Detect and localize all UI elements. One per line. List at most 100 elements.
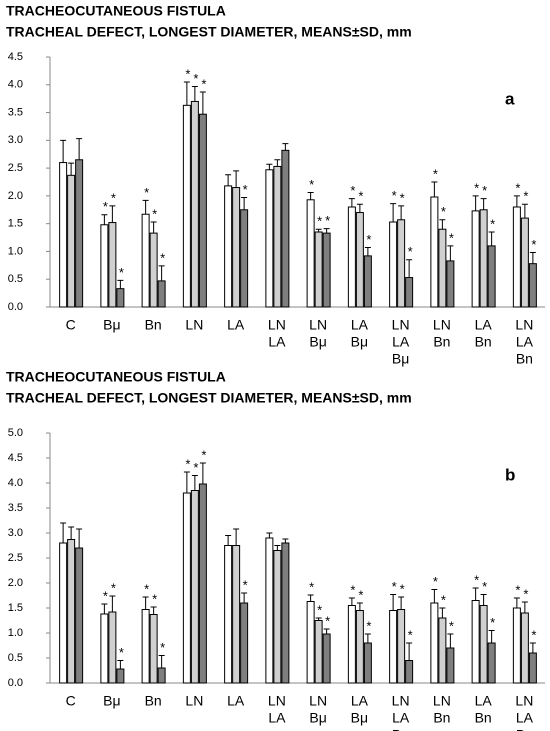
significance-star: *: [366, 232, 371, 247]
bar: [182, 492, 191, 684]
error-bar: [447, 633, 454, 648]
bar: [273, 550, 282, 684]
error-bar: [356, 602, 363, 611]
x-tick-label: LA: [392, 334, 410, 350]
error-bar: [142, 199, 149, 215]
significance-star: *: [449, 618, 454, 633]
significance-star: *: [392, 188, 397, 203]
bar: [438, 617, 447, 684]
x-tick-label: Bμ: [392, 351, 409, 367]
error-bar: [233, 528, 240, 546]
chart-title: TRACHEOCUTANEOUS FISTULA: [6, 369, 226, 385]
significance-star: *: [482, 183, 487, 198]
significance-star: *: [523, 189, 528, 204]
significance-star: *: [408, 244, 413, 259]
x-tick-label: Bn: [475, 334, 492, 350]
significance-star: *: [325, 213, 330, 228]
x-tick-label: LN: [309, 693, 327, 709]
bar: [190, 490, 199, 684]
error-bar: [390, 594, 397, 611]
bar: [520, 612, 529, 684]
error-bar: [315, 228, 322, 232]
x-tick-label: LN: [309, 317, 327, 333]
y-tick-label: 4.5: [8, 51, 23, 63]
bar: [232, 545, 241, 684]
y-tick-label: 3.0: [8, 134, 23, 146]
significance-star: *: [482, 579, 487, 594]
x-tick-label: LA: [516, 334, 534, 350]
significance-star: *: [325, 613, 330, 628]
bar: [347, 605, 356, 684]
bar: [355, 610, 364, 684]
y-tick-label: 2.5: [8, 552, 23, 564]
error-bar: [233, 170, 240, 188]
bar: [149, 614, 158, 684]
x-tick-label: LA: [516, 710, 534, 726]
error-bar: [142, 596, 149, 610]
error-bar: [307, 192, 314, 200]
error-bar: [472, 195, 479, 211]
bar: [471, 600, 480, 684]
error-bar: [390, 203, 397, 222]
bar: [363, 255, 372, 308]
error-bar: [513, 195, 520, 207]
error-bar: [282, 143, 289, 151]
x-tick-label: C: [66, 693, 76, 709]
y-tick-label: 0.0: [8, 301, 23, 313]
error-bar: [199, 462, 206, 484]
x-tick-label: Bμ: [309, 710, 326, 726]
y-tick-label: 5.0: [8, 427, 23, 439]
x-tick-label: LN: [392, 317, 410, 333]
error-bar: [439, 607, 446, 618]
y-tick-label: 4.0: [8, 477, 23, 489]
x-tick-label: LA: [475, 317, 493, 333]
significance-star: *: [523, 586, 528, 601]
significance-star: *: [201, 447, 206, 462]
significance-star: *: [400, 581, 405, 596]
significance-star: *: [103, 588, 108, 603]
bar: [314, 231, 323, 308]
error-bar: [398, 205, 405, 220]
significance-star: *: [309, 177, 314, 192]
bar: [306, 199, 315, 308]
y-tick-label: 0.5: [8, 652, 23, 664]
error-bar: [529, 252, 536, 264]
significance-star: *: [358, 189, 363, 204]
error-bar: [266, 163, 273, 170]
significance-star: *: [515, 582, 520, 597]
significance-star: *: [193, 71, 198, 86]
significance-star: *: [111, 580, 116, 595]
bar: [75, 159, 84, 308]
bar: [397, 219, 406, 308]
error-bar: [225, 174, 232, 186]
significance-star: *: [441, 204, 446, 219]
bar: [67, 539, 76, 684]
error-bar: [158, 655, 165, 668]
error-bar: [183, 471, 190, 493]
y-tick-label: 2.0: [8, 577, 23, 589]
bar: [157, 667, 166, 684]
x-tick-label: Bn: [145, 317, 162, 333]
bar: [520, 217, 529, 308]
significance-star: *: [366, 618, 371, 633]
bar: [487, 245, 496, 308]
significance-star: *: [400, 190, 405, 205]
error-bar: [117, 279, 124, 289]
error-bar: [315, 617, 322, 621]
error-bar: [472, 587, 479, 601]
bar: [273, 165, 282, 308]
y-tick-label: 2.0: [8, 190, 23, 202]
panel-label: b: [505, 465, 515, 484]
x-tick-label: LA: [475, 693, 493, 709]
error-bar: [150, 221, 157, 234]
significance-star: *: [119, 265, 124, 280]
bar: [479, 605, 488, 684]
bar: [100, 224, 109, 308]
error-bar: [356, 203, 363, 213]
significance-star: *: [490, 615, 495, 630]
x-tick-label: LA: [268, 334, 286, 350]
error-bar: [266, 532, 273, 538]
bar: [405, 660, 414, 684]
y-tick-label: 1.0: [8, 245, 23, 257]
bar: [240, 602, 249, 684]
